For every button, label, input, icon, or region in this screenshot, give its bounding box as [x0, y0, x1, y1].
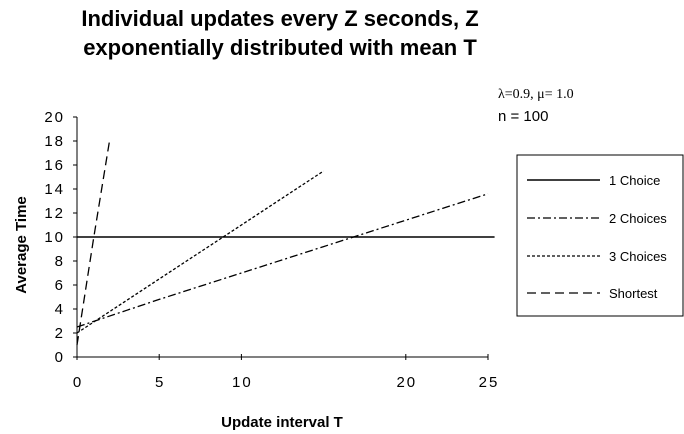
parameter-annotation: λ=0.9, μ= 1.0: [498, 87, 574, 102]
legend: 1 Choice 2 Choices 3 Choices Shortest: [516, 154, 684, 317]
x-tick-label: 5: [155, 374, 165, 391]
series-line-2: [76, 193, 489, 328]
x-axis-label: Update interval T: [221, 414, 343, 431]
series-layer: [76, 138, 495, 346]
y-axis-label: Average Time: [13, 196, 30, 294]
tick-labels: 0 2 4 6 8 10 12 14 16 18 20 0 5 10 20 25: [44, 109, 500, 391]
y-tick-label: 4: [55, 301, 65, 318]
legend-label-2: 2 Choices: [609, 211, 667, 226]
y-tick-label: 12: [44, 205, 65, 222]
y-tick-label: 8: [55, 253, 65, 270]
series-line-3: [76, 170, 324, 334]
x-tick-label: 20: [396, 374, 417, 391]
y-tick-label: 16: [44, 157, 65, 174]
x-tick-label: 0: [73, 374, 83, 391]
y-tick-label: 20: [44, 109, 65, 126]
y-tick-label: 10: [44, 229, 65, 246]
x-tick-label: 10: [232, 374, 253, 391]
axis-lines: [73, 116, 489, 360]
y-tick-label: 6: [55, 277, 65, 294]
chart-title-line-2: exponentially distributed with mean T: [83, 35, 477, 60]
y-tick-label: 18: [44, 133, 65, 150]
y-tick-label: 2: [55, 325, 65, 342]
legend-label-3: 3 Choices: [609, 249, 667, 264]
series-line-4: [76, 138, 111, 346]
legend-label-4: Shortest: [609, 286, 658, 301]
x-tick-label: 25: [479, 374, 500, 391]
y-tick-label: 14: [44, 181, 65, 198]
sample-size-annotation: n = 100: [498, 108, 548, 125]
legend-label-1: 1 Choice: [609, 173, 660, 188]
legend-box: [516, 154, 684, 317]
chart-title: Individual updates every Z seconds, Z ex…: [0, 4, 560, 62]
y-tick-label: 0: [55, 349, 65, 366]
chart-title-line-1: Individual updates every Z seconds, Z: [81, 6, 479, 31]
